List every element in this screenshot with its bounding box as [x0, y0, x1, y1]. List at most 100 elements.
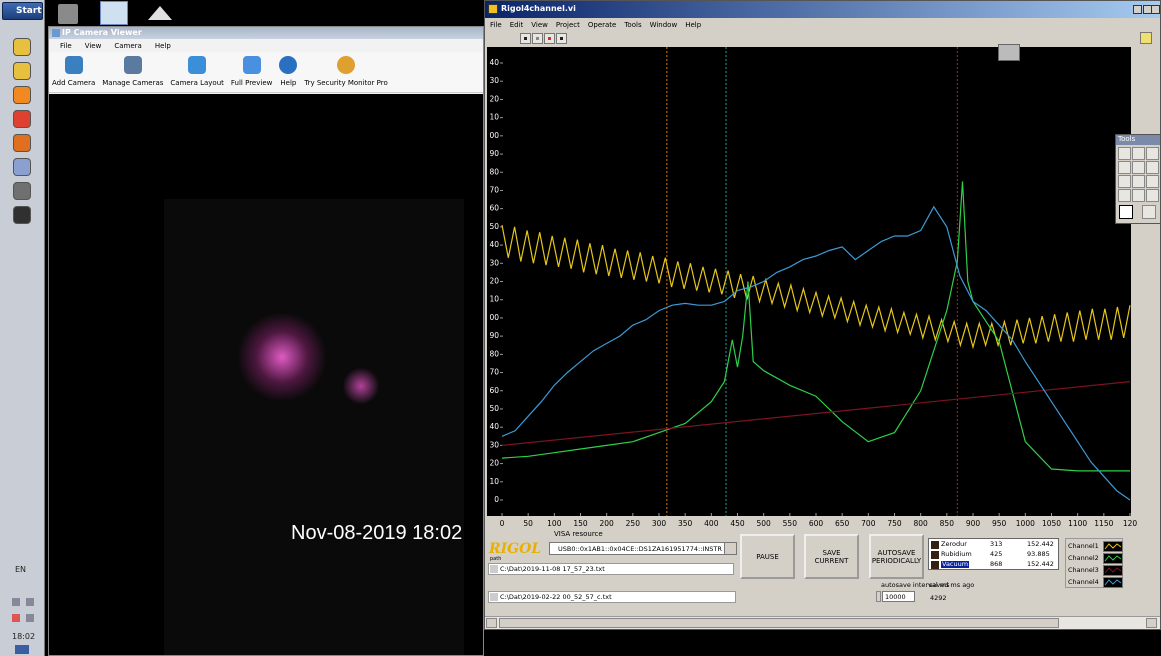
tool-button[interactable]	[1118, 189, 1131, 202]
toolbar-label: Add Camera	[52, 79, 96, 87]
menu-item[interactable]: Camera	[114, 41, 142, 50]
menu-item[interactable]: View	[84, 41, 102, 50]
tool-button[interactable]	[1118, 175, 1131, 188]
tool-button[interactable]	[1118, 161, 1131, 174]
tray-icon[interactable]	[12, 614, 20, 622]
x-tick-label: 550	[783, 519, 798, 528]
run-control[interactable]	[544, 33, 555, 44]
taskbar-icon[interactable]	[13, 62, 31, 80]
toolbar-button[interactable]: Camera Layout	[170, 52, 224, 92]
browse-icon[interactable]	[490, 593, 498, 601]
color-tool[interactable]	[1119, 205, 1133, 219]
toolbar-button[interactable]: Try Security Monitor Pro	[304, 52, 388, 92]
camera-window: IP Camera Viewer File View Camera Help Add Ca…	[48, 26, 484, 656]
material-name[interactable]: Rubidium	[941, 550, 972, 558]
run-control[interactable]	[520, 33, 531, 44]
material-swatch[interactable]	[931, 551, 939, 559]
x-tick-label: 1100	[1068, 519, 1087, 528]
legend-line	[1104, 555, 1122, 562]
path-field[interactable]: C:\Dat\2019-11-08 17_57_23.txt	[488, 563, 734, 575]
help-button[interactable]	[1140, 32, 1152, 44]
material-name[interactable]: Zerodur	[941, 540, 967, 548]
menu-item[interactable]: Edit	[509, 20, 524, 29]
toolbar-button[interactable]: Help	[279, 52, 298, 92]
tray-icon[interactable]	[26, 598, 34, 606]
taskbar: Start EN 18:02	[0, 0, 45, 656]
legend-label[interactable]: Channel1	[1068, 542, 1099, 550]
taskbar-icon[interactable]	[13, 206, 31, 224]
legend-label[interactable]: Channel2	[1068, 554, 1099, 562]
tray-icon[interactable]	[26, 614, 34, 622]
tool-button[interactable]	[1118, 147, 1131, 160]
taskbar-icon[interactable]	[13, 158, 31, 176]
action-button[interactable]: SAVE CURRENT	[804, 534, 859, 579]
taskbar-icon[interactable]	[13, 38, 31, 56]
autosave-input[interactable]: 10000	[882, 591, 915, 602]
run-control[interactable]	[532, 33, 543, 44]
tool-button[interactable]	[1146, 161, 1159, 174]
action-button[interactable]: PAUSE	[740, 534, 795, 579]
y-tick-label: 50	[489, 222, 499, 231]
color-copy-tool[interactable]	[1142, 205, 1156, 219]
taskbar-icon[interactable]	[13, 86, 31, 104]
y-tick-label: 50	[489, 404, 499, 413]
start-button[interactable]: Start	[2, 2, 43, 20]
run-control[interactable]	[556, 33, 567, 44]
toolbar-button[interactable]: Manage Cameras	[102, 52, 163, 92]
tool-button[interactable]	[1132, 189, 1145, 202]
toolbar-button[interactable]: Full Preview	[231, 52, 272, 92]
scroll-thumb[interactable]	[499, 618, 1059, 628]
y-tick-label: 40	[489, 240, 499, 249]
menu-item[interactable]: Operate	[587, 20, 617, 29]
taskbar-icon[interactable]	[13, 134, 31, 152]
plot-palette-button[interactable]	[998, 44, 1020, 61]
legend-label[interactable]: Channel4	[1068, 578, 1099, 586]
visa-combobox[interactable]: USB0::0x1AB1::0x04CE::DS1ZA161951774::IN…	[549, 542, 737, 555]
tray-icon[interactable]	[12, 598, 20, 606]
x-tick-label: 500	[757, 519, 772, 528]
desktop-icon[interactable]	[58, 4, 78, 24]
tool-button[interactable]	[1146, 175, 1159, 188]
scroll-arrow[interactable]	[486, 618, 497, 628]
toolbar-button[interactable]: Add Camera	[52, 52, 95, 92]
rigol-window: Rigol4channel.vi File Edit View Project Opera…	[484, 0, 1161, 630]
legend-label[interactable]: Channel3	[1068, 566, 1099, 574]
video-frame	[164, 199, 464, 655]
tool-button[interactable]	[1146, 189, 1159, 202]
menu-item[interactable]: File	[60, 41, 72, 50]
show-desktop[interactable]	[15, 645, 29, 654]
taskbar-icon[interactable]	[13, 110, 31, 128]
desktop-icon[interactable]	[148, 6, 172, 20]
desktop-icon[interactable]	[100, 1, 128, 25]
menu-item[interactable]: View	[531, 20, 548, 29]
browse-icon[interactable]	[490, 565, 498, 573]
window-control[interactable]	[1151, 5, 1160, 14]
path-field[interactable]: C:\Dat\2019-02-22 00_52_57_c.txt	[488, 591, 736, 603]
menu-item[interactable]: Help	[685, 20, 702, 29]
material-name[interactable]: Vacuum	[941, 560, 970, 568]
menu-item[interactable]: Project	[555, 20, 580, 29]
menu-item[interactable]: Tools	[624, 20, 642, 29]
dropdown-button[interactable]	[724, 543, 736, 554]
scrollbar[interactable]	[485, 616, 1160, 629]
tool-button[interactable]	[1146, 147, 1159, 160]
spinner[interactable]	[876, 591, 881, 602]
taskbar-icon[interactable]	[13, 182, 31, 200]
saved-label: saved ms ago	[929, 581, 975, 589]
menu-item[interactable]: Window	[649, 20, 678, 29]
material-swatch[interactable]	[931, 561, 939, 569]
tool-button[interactable]	[1132, 147, 1145, 160]
scroll-arrow[interactable]	[1146, 618, 1157, 628]
y-tick-label: 20	[489, 277, 499, 286]
material-value: 152.442	[1027, 540, 1054, 548]
tool-button[interactable]	[1132, 161, 1145, 174]
tool-button[interactable]	[1132, 175, 1145, 188]
y-tick-label: 20	[489, 94, 499, 103]
material-swatch[interactable]	[931, 541, 939, 549]
menu-item[interactable]: File	[490, 20, 502, 29]
y-tick-label: 00	[489, 131, 499, 140]
window-control[interactable]	[1133, 5, 1142, 14]
app-icon	[488, 4, 498, 14]
menu-item[interactable]: Help	[154, 41, 171, 50]
action-button[interactable]: AUTOSAVE PERIODICALLY	[869, 534, 924, 579]
